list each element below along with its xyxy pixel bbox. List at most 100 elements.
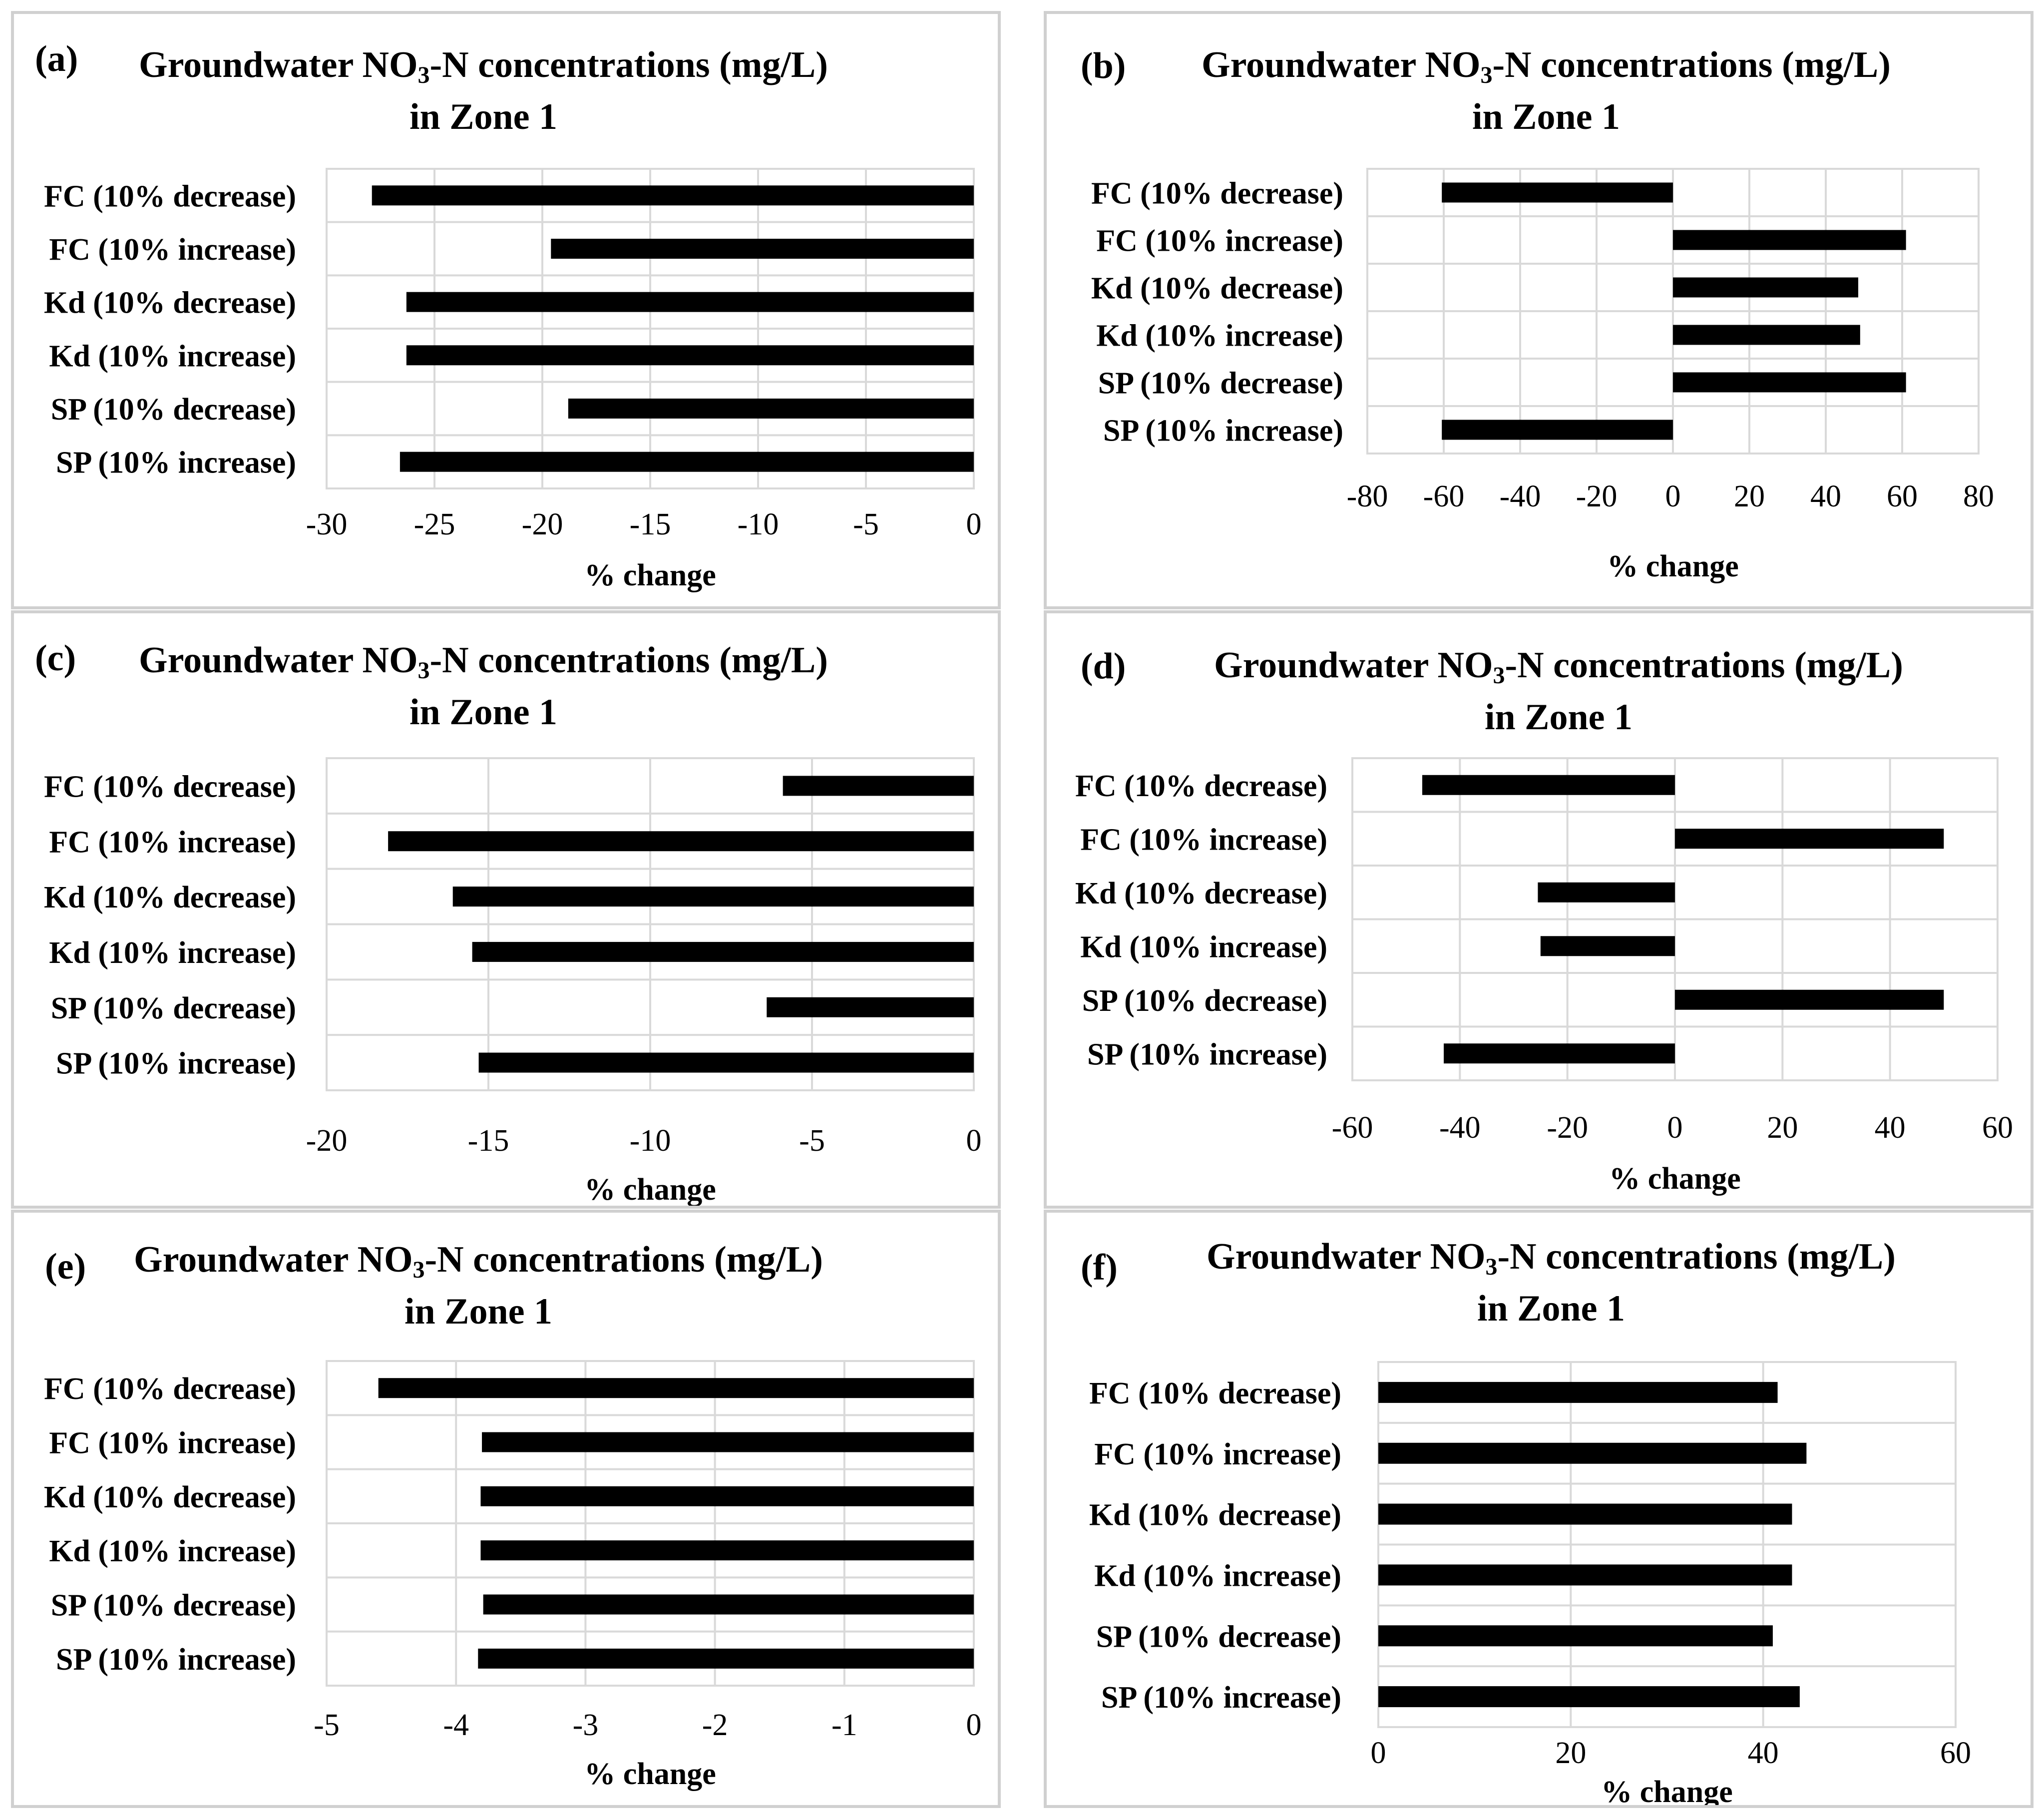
bar-chart-b: FC (10% decrease) FC (10% increase) Kd (10… bbox=[1091, 168, 1994, 583]
tick-label: -25 bbox=[414, 507, 455, 541]
bar bbox=[1673, 277, 1859, 298]
category-label: Kd (10% increase) bbox=[49, 1534, 296, 1568]
bar bbox=[1444, 1043, 1675, 1064]
tick-label: 20 bbox=[1734, 479, 1765, 513]
category-label: FC (10% decrease) bbox=[1089, 1376, 1341, 1410]
bar bbox=[1673, 325, 1860, 345]
title-line-1: Groundwater NO3-N concentrations (mg/L) bbox=[134, 634, 833, 686]
tick-label: 0 bbox=[966, 507, 982, 541]
title-suffix: -N concentrations (mg/L) bbox=[1492, 44, 1891, 85]
bar bbox=[1378, 1625, 1773, 1647]
panel-label: (f) bbox=[1081, 1247, 1118, 1288]
tick-label: 0 bbox=[1371, 1736, 1386, 1770]
category-label: SP (10% decrease) bbox=[51, 991, 296, 1025]
tick-label: -5 bbox=[853, 507, 879, 541]
bar bbox=[1675, 829, 1944, 849]
title-prefix: Groundwater NO bbox=[1214, 645, 1493, 686]
title-prefix: Groundwater NO bbox=[134, 1239, 413, 1280]
title-line-2: in Zone 1 bbox=[1484, 697, 1633, 738]
category-label: SP (10% increase) bbox=[1087, 1037, 1327, 1071]
category-label: SP (10% decrease) bbox=[51, 1589, 296, 1623]
chart-title: Groundwater NO3-N concentrations (mg/L) … bbox=[134, 39, 833, 143]
title-suffix: -N concentrations (mg/L) bbox=[429, 44, 828, 85]
category-label: SP (10% increase) bbox=[56, 1643, 296, 1677]
bar bbox=[783, 776, 974, 796]
title-line-2: in Zone 1 bbox=[1477, 1288, 1626, 1329]
title-line-2: in Zone 1 bbox=[409, 692, 558, 733]
bar bbox=[388, 831, 974, 852]
tick-label: 0 bbox=[966, 1708, 982, 1742]
chart-title: Groundwater NO3-N concentrations (mg/L) … bbox=[134, 634, 833, 738]
bar-chart-d: FC (10% decrease) FC (10% increase) Kd (10… bbox=[1075, 757, 2013, 1196]
title-line-2: in Zone 1 bbox=[404, 1291, 553, 1332]
tick-label: -20 bbox=[306, 1124, 348, 1158]
bar bbox=[472, 941, 974, 962]
panel-c: (c) Groundwater NO3-N concentrations (mg… bbox=[11, 610, 1001, 1209]
x-axis-label: % change bbox=[1607, 549, 1739, 583]
tick-label: 80 bbox=[1963, 479, 1994, 513]
title-subscript: 3 bbox=[417, 62, 430, 88]
tick-label: -3 bbox=[573, 1708, 599, 1742]
bar bbox=[482, 1432, 974, 1452]
tick-label: -60 bbox=[1332, 1111, 1373, 1145]
category-label: FC (10% increase) bbox=[1080, 823, 1327, 857]
title-line-1: Groundwater NO3-N concentrations (mg/L) bbox=[134, 39, 833, 91]
title-suffix: -N concentrations (mg/L) bbox=[1505, 645, 1903, 686]
tick-label: -15 bbox=[630, 507, 671, 541]
panel-e: (e) Groundwater NO3-N concentrations (mg… bbox=[11, 1210, 1001, 1808]
tick-label: -10 bbox=[738, 507, 779, 541]
bar-chart-f: FC (10% decrease) FC (10% increase) Kd (10… bbox=[1089, 1361, 1971, 1805]
bar bbox=[400, 452, 974, 472]
tick-label: -1 bbox=[831, 1708, 857, 1742]
category-label: FC (10% decrease) bbox=[1091, 177, 1343, 211]
tick-label: 0 bbox=[966, 1124, 982, 1158]
chart-title: Groundwater NO3-N concentrations (mg/L) … bbox=[1202, 1231, 1901, 1335]
category-label: Kd (10% increase) bbox=[1096, 319, 1343, 353]
title-prefix: Groundwater NO bbox=[139, 640, 418, 681]
category-label: FC (10% increase) bbox=[49, 825, 296, 859]
category-label: Kd (10% increase) bbox=[1094, 1559, 1341, 1593]
title-subscript: 3 bbox=[417, 657, 430, 684]
title-line-1: Groundwater NO3-N concentrations (mg/L) bbox=[129, 1234, 828, 1286]
bar bbox=[1538, 882, 1675, 903]
bar bbox=[480, 1540, 974, 1561]
category-label: SP (10% decrease) bbox=[1082, 984, 1327, 1018]
category-label: SP (10% increase) bbox=[56, 1047, 296, 1081]
tick-label: -5 bbox=[314, 1708, 340, 1742]
category-label: FC (10% decrease) bbox=[1075, 769, 1327, 803]
x-axis-label: % change bbox=[1601, 1775, 1733, 1805]
title-subscript: 3 bbox=[412, 1257, 425, 1283]
bar bbox=[452, 887, 974, 907]
category-label: Kd (10% decrease) bbox=[1075, 877, 1327, 910]
tick-label: 40 bbox=[1748, 1736, 1779, 1770]
bar bbox=[1540, 936, 1675, 956]
chart-title: Groundwater NO3-N concentrations (mg/L) … bbox=[1197, 39, 1896, 143]
chart-title: Groundwater NO3-N concentrations (mg/L) … bbox=[1209, 639, 1908, 743]
tick-label: 60 bbox=[1887, 479, 1918, 513]
tick-label: -40 bbox=[1500, 479, 1541, 513]
title-prefix: Groundwater NO bbox=[139, 44, 418, 85]
category-label: Kd (10% increase) bbox=[49, 339, 296, 373]
tick-label: -80 bbox=[1347, 479, 1388, 513]
bar bbox=[1675, 989, 1944, 1010]
bar bbox=[1422, 775, 1675, 795]
bar bbox=[480, 1486, 974, 1506]
tick-label: -20 bbox=[522, 507, 563, 541]
title-prefix: Groundwater NO bbox=[1202, 44, 1481, 85]
tick-label: -10 bbox=[630, 1124, 671, 1158]
panel-label: (e) bbox=[45, 1246, 86, 1287]
category-label: Kd (10% decrease) bbox=[1089, 1498, 1341, 1532]
category-label: Kd (10% decrease) bbox=[44, 1480, 296, 1514]
tick-label: 0 bbox=[1667, 1111, 1683, 1145]
panel-a: (a) Groundwater NO3-N concentrations (mg… bbox=[11, 11, 1001, 609]
bar bbox=[1378, 1381, 1778, 1403]
tick-label: 0 bbox=[1665, 479, 1681, 513]
bar-chart-c: FC (10% decrease) FC (10% increase) Kd (10… bbox=[44, 757, 982, 1206]
panel-label: (d) bbox=[1081, 646, 1126, 687]
title-subscript: 3 bbox=[1480, 62, 1493, 88]
category-label: FC (10% increase) bbox=[1096, 224, 1343, 258]
tick-label: 60 bbox=[1982, 1111, 2013, 1145]
tick-label: -20 bbox=[1576, 479, 1618, 513]
category-label: SP (10% increase) bbox=[1101, 1681, 1341, 1715]
bar bbox=[483, 1594, 974, 1615]
